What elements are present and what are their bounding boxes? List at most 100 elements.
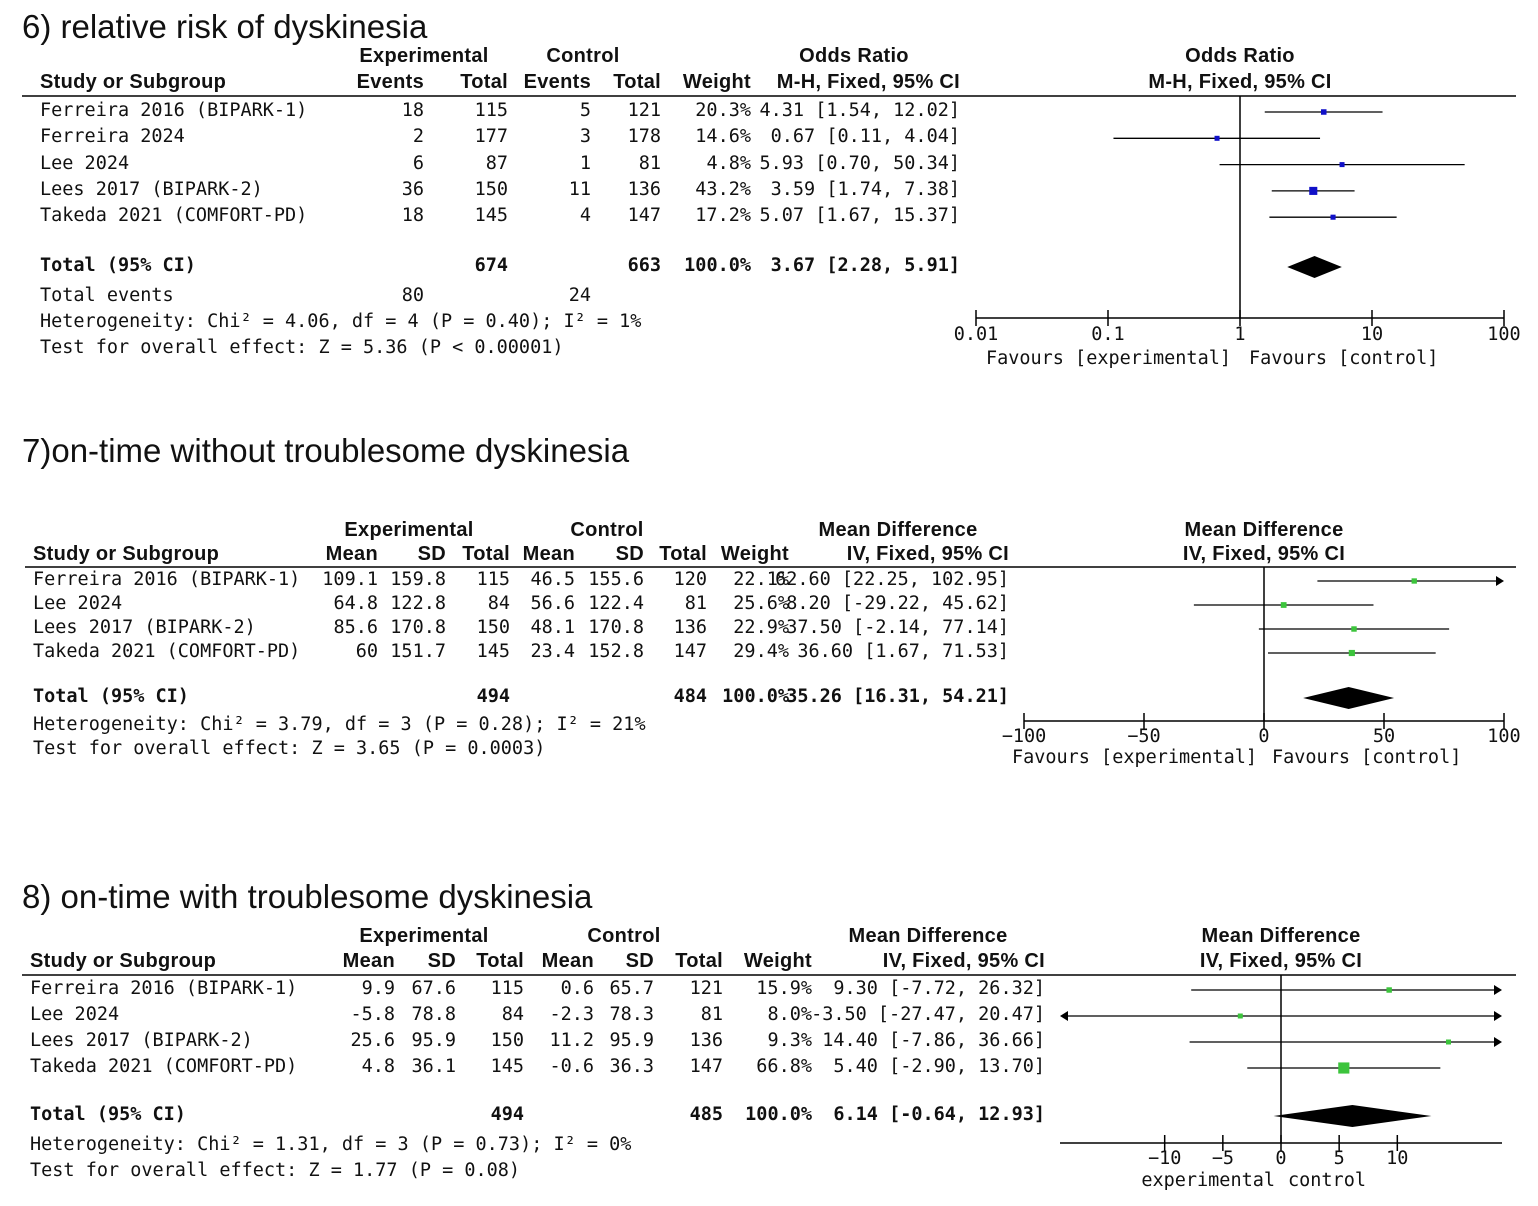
study-value: 48.1 (530, 617, 575, 638)
column-header: Events (356, 71, 424, 93)
study-value: 25.6 (350, 1030, 395, 1051)
heterogeneity-text: Heterogeneity: Chi² = 3.79, df = 3 (P = … (33, 714, 646, 735)
study-value: 62.60 [22.25, 102.95] (775, 569, 1009, 590)
study-value: 81 (684, 593, 707, 614)
study-value: 81 (638, 152, 661, 174)
study-value: 120 (673, 569, 707, 590)
study-estimate-square (1280, 602, 1287, 608)
plot-header-title: Odds Ratio (1185, 45, 1295, 67)
plot-header-title: Mean Difference (1201, 925, 1361, 947)
study-value: 87 (485, 152, 508, 174)
column-header: SD (625, 950, 654, 972)
study-value: 11 (568, 178, 591, 200)
study-value: 3.59 [1.74, 7.38] (770, 178, 960, 200)
study-value: 67.6 (411, 978, 456, 999)
study-name: Takeda 2021 (COMFORT-PD) (33, 641, 301, 662)
favours-left-label: experimental (1141, 1170, 1275, 1191)
study-estimate-square (1330, 214, 1336, 220)
plot-header-title: Mean Difference (1184, 519, 1344, 541)
column-header-study: Study or Subgroup (33, 543, 220, 565)
study-value: 18 (401, 100, 424, 121)
study-value: 151.7 (390, 641, 446, 662)
x-tick-label: 10 (1360, 324, 1384, 345)
study-value: 84 (487, 593, 510, 614)
study-value: 147 (673, 641, 707, 662)
study-estimate-square (1351, 626, 1357, 632)
column-header-study: Study or Subgroup (40, 71, 227, 93)
x-tick-label: 100 (1487, 726, 1521, 747)
study-value: -3.50 [-27.47, 20.47] (811, 1004, 1045, 1025)
study-value: 64.8 (333, 593, 378, 614)
study-value: 145 (474, 205, 508, 227)
total-events-label: Total events (40, 285, 174, 306)
study-value: 15.9% (756, 978, 812, 999)
study-value: 95.9 (411, 1030, 456, 1051)
column-header: Weight (720, 543, 789, 565)
x-tick-label: −10 (1147, 1148, 1182, 1169)
study-value: 147 (689, 1056, 723, 1077)
ci-arrow-right (1494, 1037, 1502, 1047)
total-label: Total (95% CI) (40, 255, 196, 276)
plot-header-method: IV, Fixed, 95% CI (1199, 950, 1363, 972)
heterogeneity-text: Heterogeneity: Chi² = 1.31, df = 3 (P = … (30, 1134, 632, 1155)
study-value: 46.5 (530, 569, 575, 590)
study-value: 5.07 [1.67, 15.37] (759, 205, 960, 227)
study-estimate-square (1339, 162, 1345, 168)
study-value: 1 (579, 152, 591, 174)
total-value: 100.0% (684, 255, 751, 276)
column-header: Weight (682, 71, 751, 93)
column-header: Mean (325, 543, 378, 565)
group-header-experimental: Experimental (359, 45, 489, 67)
study-estimate-square (1237, 1013, 1243, 1019)
total-events-experimental: 80 (401, 285, 424, 306)
study-name: Lees 2017 (BIPARK-2) (40, 178, 263, 200)
total-label: Total (95% CI) (33, 686, 189, 707)
study-estimate-square (1348, 649, 1355, 657)
group-header-control: Control (587, 925, 661, 947)
study-value: 0.67 [0.11, 4.04] (770, 126, 960, 148)
study-name: Ferreira 2016 (BIPARK-1) (40, 100, 308, 121)
study-value: 14.40 [-7.86, 36.66] (822, 1030, 1045, 1051)
group-header-experimental: Experimental (359, 925, 489, 947)
study-name: Ferreira 2016 (BIPARK-1) (30, 978, 298, 999)
favours-left-label: Favours [experimental] (1011, 747, 1257, 768)
study-value: 8.20 [-29.22, 45.62] (786, 593, 1009, 614)
total-value: 484 (673, 686, 707, 707)
study-value: 178 (627, 126, 661, 148)
column-header: Total (460, 71, 508, 93)
study-value: 136 (627, 178, 661, 200)
study-value: 9.30 [-7.72, 26.32] (833, 978, 1045, 999)
group-header-effect: Odds Ratio (799, 45, 909, 67)
study-value: 8.0% (767, 1004, 812, 1025)
total-value: 3.67 [2.28, 5.91] (770, 255, 960, 276)
ci-arrow-right (1496, 576, 1504, 586)
column-header: Mean (541, 950, 594, 972)
total-value: 494 (490, 1104, 524, 1125)
favours-right-label: Favours [control] (1249, 348, 1439, 369)
total-value: 6.14 [-0.64, 12.93] (833, 1104, 1045, 1125)
study-value: 122.4 (588, 593, 644, 614)
study-value: 159.8 (390, 569, 446, 590)
study-value: 22.1% (733, 569, 789, 590)
study-value: 23.4 (530, 641, 575, 662)
column-header: SD (615, 543, 644, 565)
study-value: 136 (673, 617, 707, 638)
study-estimate-square (1386, 987, 1392, 993)
pooled-estimate-diamond (1287, 256, 1342, 278)
column-header: SD (427, 950, 456, 972)
overall-effect-text: Test for overall effect: Z = 3.65 (P = 0… (33, 738, 546, 759)
study-value: 9.9 (361, 978, 395, 999)
column-header: Total (462, 543, 510, 565)
study-value: 25.6% (733, 593, 789, 614)
x-tick-label: −100 (1001, 726, 1047, 747)
x-tick-label: 0.1 (1091, 324, 1125, 345)
x-tick-label: 0.01 (953, 324, 999, 345)
study-value: 145 (476, 641, 510, 662)
group-header-control: Control (546, 45, 620, 67)
plot-header-method: M-H, Fixed, 95% CI (1148, 71, 1332, 93)
study-value: 155.6 (588, 569, 644, 590)
study-value: 122.8 (390, 593, 446, 614)
study-value: 9.3% (767, 1030, 812, 1051)
study-value: 11.2 (549, 1030, 594, 1051)
overall-effect-text: Test for overall effect: Z = 1.77 (P = 0… (30, 1160, 521, 1181)
